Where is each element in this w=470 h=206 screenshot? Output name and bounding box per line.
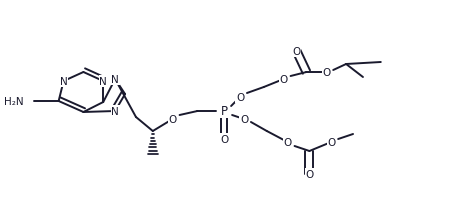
Text: O: O [283,137,292,147]
Text: O: O [292,47,301,57]
Text: O: O [280,75,288,85]
Text: N: N [60,77,68,87]
Text: N: N [111,107,119,116]
Text: O: O [169,115,177,124]
Text: O: O [327,137,336,147]
Text: O: O [306,169,313,179]
Text: P: P [221,105,227,118]
Text: N: N [99,77,107,87]
Text: H₂N: H₂N [4,97,24,107]
Text: N: N [111,75,119,85]
Text: O: O [236,92,244,103]
Text: O: O [240,115,248,124]
Text: O: O [220,134,228,144]
Text: O: O [322,68,330,78]
